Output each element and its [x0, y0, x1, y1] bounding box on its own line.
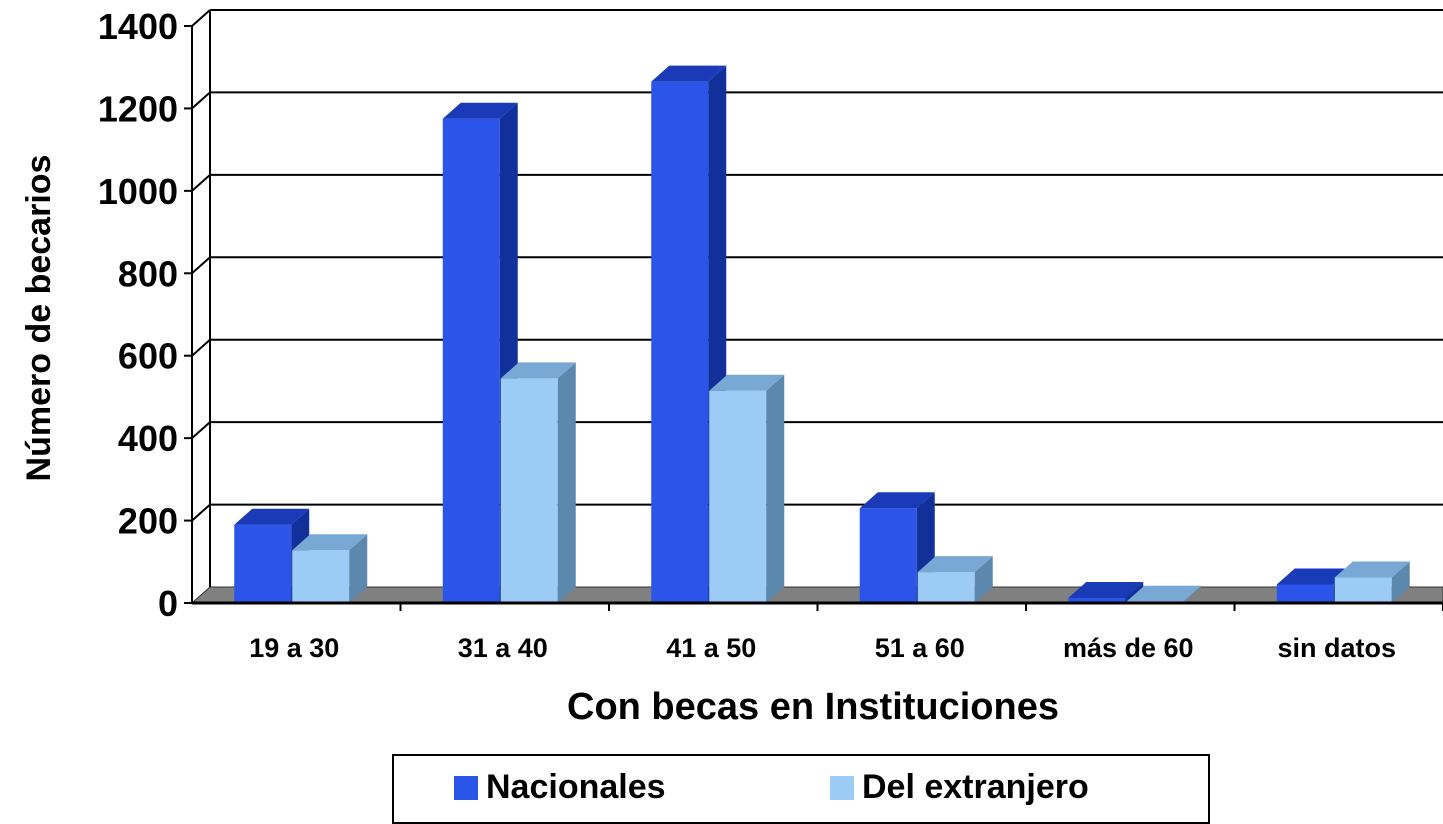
x-tick-label: más de 60 — [1063, 633, 1194, 663]
bar-front — [442, 118, 500, 603]
bar-front — [234, 524, 292, 603]
bar-top — [917, 556, 993, 573]
legend-swatch-del-extranjero — [830, 775, 854, 800]
bar-front — [1334, 577, 1392, 603]
y-tick-label: 600 — [118, 336, 178, 377]
bar-front — [292, 550, 350, 603]
bar-del-extranjero — [709, 374, 785, 603]
axis-labels: 0 200 400 600 800 1000 1200 1400 19 a 30 31 a 40 4… — [20, 6, 1396, 728]
bar-front — [917, 572, 975, 603]
bar-del-extranjero — [292, 534, 368, 603]
y-axis-title: Número de becarios — [20, 155, 58, 482]
gridline-side — [191, 256, 211, 275]
y-tick-label: 800 — [118, 253, 178, 294]
bar-top — [292, 534, 368, 551]
bar-top — [442, 102, 518, 119]
gridline-side — [191, 174, 211, 192]
gridline-side — [191, 91, 211, 110]
y-tick-label: 1000 — [98, 171, 178, 212]
y-tick-label: 200 — [118, 501, 178, 542]
bar-del-extranjero — [500, 362, 576, 603]
bar-top — [1126, 585, 1202, 602]
legend-swatch-nacionales — [454, 775, 478, 800]
bar-front — [859, 508, 917, 603]
bar-side — [557, 362, 576, 603]
y-tick-label: 400 — [118, 418, 178, 459]
legend-label-nacionales: Nacionales — [486, 768, 666, 806]
bar-front — [651, 81, 709, 603]
gridline-side — [191, 338, 211, 357]
x-tick-label: 41 a 50 — [666, 633, 756, 663]
gridline-side — [191, 503, 211, 522]
bar-top — [500, 362, 576, 379]
bar-front — [1276, 584, 1334, 603]
axes — [184, 10, 1443, 611]
x-tick-label: sin datos — [1277, 633, 1396, 663]
x-axis-title: Con becas en Instituciones — [567, 686, 1059, 728]
gridline-side — [191, 9, 211, 27]
bar-nacionales — [1068, 582, 1144, 603]
bar-front — [500, 378, 558, 603]
bar-del-extranjero — [917, 556, 993, 603]
bar-side — [1183, 585, 1202, 603]
bar-side — [974, 556, 993, 603]
bar-side — [349, 534, 368, 603]
legend-item-del-extranjero: Del extranjero — [830, 768, 1089, 807]
bar-top — [1068, 582, 1144, 599]
x-tick-label: 19 a 30 — [249, 633, 339, 663]
bar-side — [1391, 561, 1410, 603]
bar-side — [766, 374, 785, 603]
gridline-side — [191, 421, 211, 439]
y-tick-label: 0 — [158, 583, 178, 624]
gridlines — [191, 9, 1443, 522]
y-tick-label: 1400 — [98, 6, 178, 47]
x-tick-label: 51 a 60 — [875, 633, 965, 663]
bar-top — [1334, 561, 1410, 578]
bar-top — [709, 374, 785, 391]
bar-del-extranjero — [1334, 561, 1410, 603]
bar-side — [1125, 582, 1144, 603]
bar-front — [1068, 598, 1126, 603]
bar-top — [859, 492, 935, 509]
bar-front — [709, 390, 767, 603]
floor-plane — [190, 586, 1443, 604]
bar-top — [234, 508, 310, 525]
legend: Nacionales Del extranjero — [392, 754, 1210, 824]
legend-item-nacionales: Nacionales — [454, 768, 666, 807]
bar-top — [651, 65, 727, 82]
bar-top — [1276, 568, 1352, 585]
x-tick-label: 31 a 40 — [458, 633, 548, 663]
legend-label-del-extranjero: Del extranjero — [862, 768, 1089, 806]
y-tick-label: 1200 — [98, 88, 178, 129]
chart-floor — [190, 586, 1443, 604]
bars — [234, 65, 1410, 603]
